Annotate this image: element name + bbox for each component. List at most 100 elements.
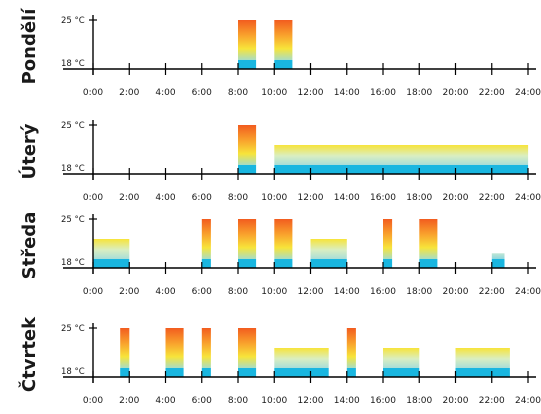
x-tick-label: 10:00 — [261, 396, 287, 406]
x-tick-label: 2:00 — [119, 396, 139, 406]
day-panel-0: 25 °C 18 °C 0:00 2:00 4:00 6:00 8:00 10:00 12:00… — [19, 8, 541, 98]
x-tick-label: 16:00 — [370, 396, 396, 406]
heating-segment-bar — [274, 145, 529, 165]
heating-segment-bar — [274, 20, 293, 60]
heating-segment-bar — [238, 219, 257, 259]
x-tick-label: 6:00 — [192, 287, 212, 297]
x-tick-label: 18:00 — [406, 88, 432, 98]
x-tick-label: 12:00 — [298, 396, 324, 406]
heating-segment-bar — [383, 348, 420, 368]
x-tick-label: 8:00 — [228, 396, 248, 406]
heating-segment-base — [238, 368, 257, 377]
x-tick-label: 16:00 — [370, 193, 396, 203]
x-tick-label: 24:00 — [515, 287, 541, 297]
x-tick-label: 18:00 — [406, 287, 432, 297]
x-tick-label: 22:00 — [479, 287, 505, 297]
heating-segment-bar — [201, 219, 211, 259]
x-tick-label: 16:00 — [370, 88, 396, 98]
x-tick-label: 8:00 — [228, 193, 248, 203]
x-tick-label: 8:00 — [228, 88, 248, 98]
day-panel-2: 25 °C 18 °C 0:00 2:00 4:00 6:00 8:00 10:00 12:00… — [19, 212, 541, 297]
heating-segment-bar — [491, 253, 505, 259]
heating-segment-bar — [274, 348, 329, 368]
heating-segment-bar — [310, 239, 347, 259]
temp-label-25: 25 °C — [61, 121, 85, 131]
x-tick-label: 4:00 — [155, 287, 175, 297]
heating-segment-bar — [238, 20, 257, 60]
x-tick-label: 22:00 — [479, 193, 505, 203]
heating-segment-base — [201, 259, 211, 268]
day-panel-3: 25 °C 18 °C 0:00 2:00 4:00 6:00 8:00 10:00 12:00… — [18, 316, 541, 406]
x-tick-label: 14:00 — [334, 88, 360, 98]
x-tick-label: 12:00 — [298, 287, 324, 297]
day-panel-1: 25 °C 18 °C 0:00 2:00 4:00 6:00 8:00 10:00 12:00… — [18, 120, 541, 203]
heating-segment-bar — [455, 348, 510, 368]
x-tick-label: 8:00 — [228, 287, 248, 297]
x-tick-label: 0:00 — [83, 88, 103, 98]
heating-segment-bar — [165, 328, 184, 368]
temp-label-25: 25 °C — [61, 16, 85, 26]
x-tick-label: 6:00 — [192, 88, 212, 98]
x-tick-label: 4:00 — [155, 396, 175, 406]
heating-segment-base — [93, 259, 130, 268]
x-tick-label: 20:00 — [443, 396, 469, 406]
heating-segment-base — [310, 259, 347, 268]
x-tick-label: 24:00 — [515, 193, 541, 203]
x-tick-label: 20:00 — [443, 287, 469, 297]
x-tick-label: 14:00 — [334, 396, 360, 406]
heating-segment-bar — [201, 328, 211, 368]
x-tick-label: 12:00 — [298, 193, 324, 203]
x-tick-label: 6:00 — [192, 396, 212, 406]
heating-segment-base — [201, 368, 211, 377]
x-tick-label: 10:00 — [261, 287, 287, 297]
x-tick-label: 2:00 — [119, 88, 139, 98]
temp-label-25: 25 °C — [61, 324, 85, 334]
temp-label-18: 18 °C — [61, 164, 85, 174]
x-tick-label: 2:00 — [119, 193, 139, 203]
heating-segment-base — [419, 259, 438, 268]
temp-label-18: 18 °C — [61, 258, 85, 268]
day-label: Středa — [19, 212, 40, 280]
x-tick-label: 18:00 — [406, 193, 432, 203]
heating-segment-base — [238, 60, 257, 69]
heating-segment-bar — [93, 239, 130, 259]
heating-segment-base — [238, 165, 257, 174]
x-tick-label: 0:00 — [83, 193, 103, 203]
heating-segment-bar — [419, 219, 438, 259]
heating-segment-base — [346, 368, 356, 377]
x-tick-label: 24:00 — [515, 88, 541, 98]
x-tick-label: 4:00 — [155, 193, 175, 203]
heating-segment-base — [120, 368, 130, 377]
heating-segment-base — [274, 60, 293, 69]
x-tick-label: 10:00 — [261, 88, 287, 98]
heating-segment-bar — [383, 219, 393, 259]
x-tick-label: 18:00 — [406, 396, 432, 406]
day-label: Pondělí — [19, 8, 40, 85]
x-tick-label: 0:00 — [83, 287, 103, 297]
heating-segment-bar — [274, 219, 293, 259]
day-label: Čtvrtek — [18, 316, 40, 392]
x-tick-label: 6:00 — [192, 193, 212, 203]
temp-label-18: 18 °C — [61, 59, 85, 69]
x-tick-label: 20:00 — [443, 88, 469, 98]
temp-label-18: 18 °C — [61, 367, 85, 377]
x-tick-label: 24:00 — [515, 396, 541, 406]
heating-segment-bar — [238, 125, 257, 165]
x-tick-label: 16:00 — [370, 287, 396, 297]
heating-segment-base — [491, 259, 505, 268]
heating-segment-base — [455, 368, 510, 377]
heating-segment-bar — [346, 328, 356, 368]
x-tick-label: 14:00 — [334, 193, 360, 203]
day-label: Úterý — [18, 123, 40, 179]
x-tick-label: 22:00 — [479, 396, 505, 406]
x-tick-label: 20:00 — [443, 193, 469, 203]
heating-segment-base — [165, 368, 184, 377]
x-tick-label: 4:00 — [155, 88, 175, 98]
x-tick-label: 12:00 — [298, 88, 324, 98]
x-tick-label: 0:00 — [83, 396, 103, 406]
heating-segment-base — [274, 259, 293, 268]
heating-segment-base — [274, 368, 329, 377]
heating-segment-base — [383, 259, 393, 268]
temp-label-25: 25 °C — [61, 215, 85, 225]
